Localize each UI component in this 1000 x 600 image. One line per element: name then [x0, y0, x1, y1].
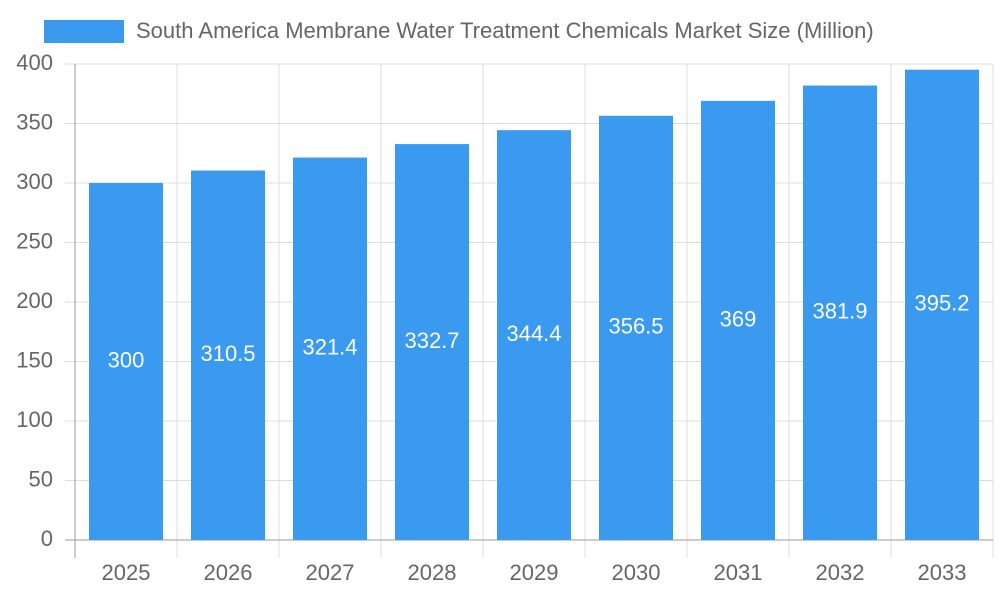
bar	[905, 69, 979, 540]
legend-swatch	[44, 20, 124, 43]
data-label: 321.4	[302, 335, 357, 360]
x-tick-label: 2026	[204, 560, 253, 585]
bar	[497, 130, 571, 540]
data-label: 300	[108, 347, 145, 372]
y-tick-label: 250	[16, 228, 53, 253]
y-tick-label: 0	[41, 526, 53, 551]
x-tick-label: 2028	[408, 560, 457, 585]
y-tick-label: 100	[16, 407, 53, 432]
bar	[191, 170, 265, 540]
x-tick-label: 2031	[714, 560, 763, 585]
bar	[89, 183, 163, 540]
y-tick-label: 300	[16, 169, 53, 194]
bar	[701, 100, 775, 540]
data-label: 310.5	[200, 341, 255, 366]
y-tick-label: 150	[16, 347, 53, 372]
bar	[395, 144, 469, 540]
x-tick-label: 2025	[102, 560, 151, 585]
data-label: 369	[720, 306, 757, 331]
x-tick-label: 2033	[918, 560, 967, 585]
legend-label: South America Membrane Water Treatment C…	[136, 18, 874, 43]
bar	[599, 115, 673, 540]
x-tick-label: 2027	[306, 560, 355, 585]
bar	[803, 85, 877, 540]
bar	[293, 157, 367, 540]
data-label: 356.5	[608, 314, 663, 339]
x-tick-label: 2030	[612, 560, 661, 585]
y-tick-label: 200	[16, 288, 53, 313]
x-tick-label: 2029	[510, 560, 559, 585]
y-tick-label: 350	[16, 109, 53, 134]
data-label: 332.7	[404, 328, 459, 353]
data-label: 395.2	[914, 291, 969, 316]
data-label: 381.9	[812, 299, 867, 324]
data-label: 344.4	[506, 321, 561, 346]
x-tick-label: 2032	[816, 560, 865, 585]
y-tick-label: 400	[16, 50, 53, 75]
y-tick-label: 50	[29, 466, 53, 491]
